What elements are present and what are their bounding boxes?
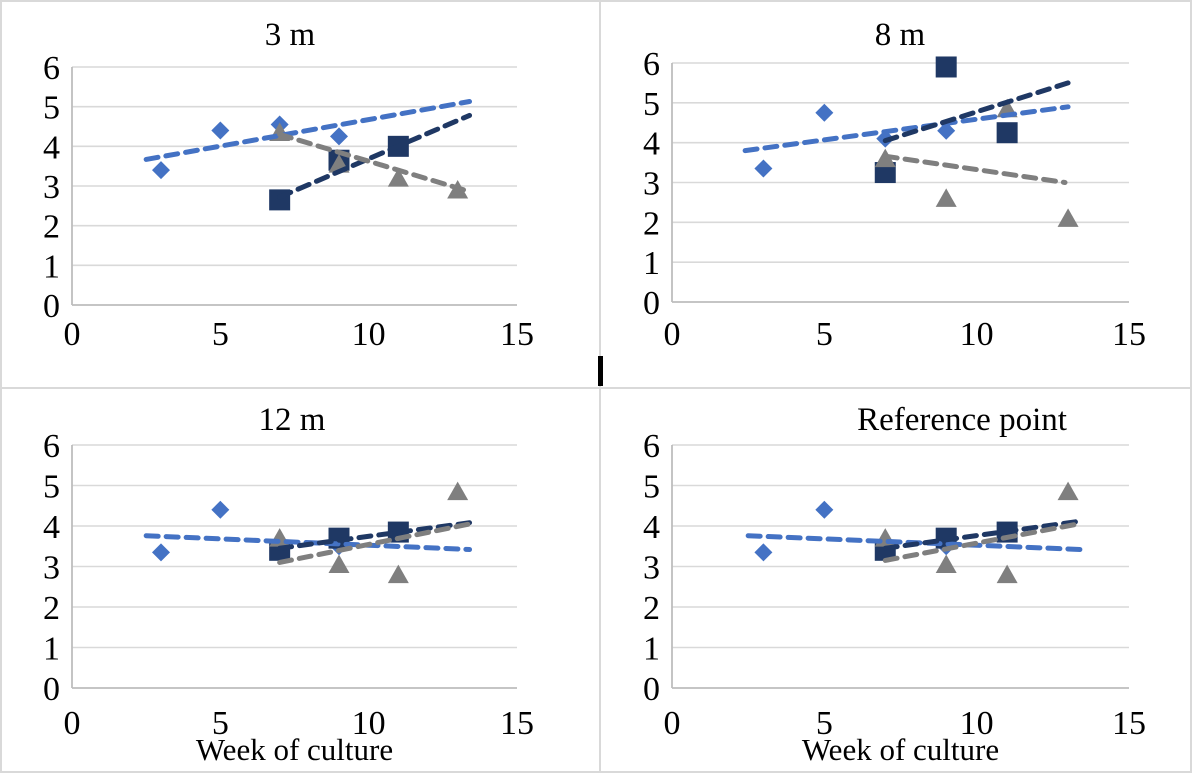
y-tick-label-2: 2 — [43, 209, 60, 246]
x-tick-label-10: 10 — [352, 316, 386, 353]
gray-triangle-marker — [387, 564, 409, 584]
blue-diamond-marker — [815, 500, 834, 519]
x-tick-label-5: 5 — [816, 316, 833, 353]
x-axis-title: Week of culture — [802, 732, 999, 767]
x-axis-title: Week of culture — [196, 732, 393, 767]
y-tick-label-4: 4 — [43, 129, 60, 166]
gray-triangle-marker — [996, 564, 1018, 584]
x-tick-label-0: 0 — [64, 705, 81, 742]
panel-divider-horizontal — [0, 387, 1192, 389]
gray-triangle-trendline — [882, 521, 1083, 563]
panel-8m: 0 1 2 3 4 5 6 0 5 10 15 8 m — [600, 0, 1200, 390]
gray-triangle-marker — [935, 188, 957, 207]
navy-square-marker — [996, 122, 1018, 144]
y-tick-label-1: 1 — [43, 248, 60, 285]
text-cursor-artifact — [598, 356, 603, 386]
gray-triangle-marker — [447, 481, 469, 501]
y-tick-label-0: 0 — [43, 288, 60, 325]
blue-diamond-marker — [754, 543, 773, 562]
y-tick-label-6: 6 — [643, 46, 660, 83]
y-tick-label-6: 6 — [43, 50, 60, 87]
navy-square-trendline — [882, 80, 1071, 144]
x-tick-label-5: 5 — [212, 705, 229, 742]
chart-title: 12 m — [259, 402, 326, 438]
y-tick-label-5: 5 — [643, 469, 660, 506]
panel-reference-point: 0 1 2 3 4 5 6 0 5 10 15 Reference point Week of cult… — [600, 388, 1200, 778]
gray-triangle-trendline — [882, 153, 1068, 185]
x-tick-label-5: 5 — [212, 316, 229, 353]
y-tick-label-5: 5 — [643, 86, 660, 123]
x-tick-label-10: 10 — [960, 705, 994, 742]
panel-12m: 0 1 2 3 4 5 6 0 5 10 15 12 m Week of culture — [0, 388, 600, 778]
y-tick-label-6: 6 — [43, 428, 60, 465]
chart-title: 3 m — [265, 17, 316, 53]
blue-diamond-marker — [754, 159, 773, 178]
gray-triangle-trendline — [277, 131, 473, 195]
blue-diamond-marker — [211, 500, 230, 519]
navy-square-marker — [935, 56, 957, 78]
gray-triangle-marker — [1057, 481, 1079, 501]
gray-triangle-marker — [935, 554, 957, 573]
gray-triangle-marker — [1057, 208, 1079, 227]
y-tick-label-3: 3 — [643, 550, 660, 587]
blue-diamond-marker — [815, 103, 834, 122]
y-tick-label-2: 2 — [643, 205, 660, 242]
y-tick-label-4: 4 — [43, 509, 60, 546]
x-tick-label-0: 0 — [664, 705, 681, 742]
blue-diamond-marker — [152, 161, 170, 180]
y-tick-label-6: 6 — [643, 428, 660, 465]
y-tick-label-1: 1 — [43, 631, 60, 668]
blue-diamond-trendline — [143, 99, 473, 162]
y-tick-label-0: 0 — [43, 671, 60, 708]
x-tick-label-5: 5 — [816, 705, 833, 742]
navy-square-trendline — [277, 112, 473, 200]
y-tick-label-3: 3 — [43, 169, 60, 206]
y-tick-label-3: 3 — [43, 550, 60, 587]
x-tick-label-15: 15 — [1112, 316, 1146, 353]
y-tick-label-2: 2 — [43, 590, 60, 627]
navy-square-trendline — [277, 520, 473, 551]
y-tick-label-5: 5 — [43, 90, 60, 127]
y-tick-label-0: 0 — [643, 285, 660, 322]
y-tick-label-0: 0 — [643, 671, 660, 708]
y-tick-label-1: 1 — [643, 245, 660, 282]
y-tick-label-1: 1 — [643, 631, 660, 668]
y-tick-label-4: 4 — [643, 126, 660, 163]
y-tick-label-3: 3 — [643, 166, 660, 203]
x-tick-label-0: 0 — [64, 316, 81, 353]
gray-triangle-marker — [387, 168, 409, 187]
gray-triangle-marker — [328, 554, 350, 573]
x-tick-label-10: 10 — [352, 705, 386, 742]
panel-3m: 0 1 2 3 4 5 6 0 5 10 15 3 m — [0, 0, 600, 390]
navy-square-trendline — [882, 518, 1083, 551]
x-tick-label-15: 15 — [500, 705, 534, 742]
y-tick-label-2: 2 — [643, 590, 660, 627]
blue-diamond-marker — [211, 121, 230, 140]
y-tick-label-5: 5 — [43, 469, 60, 506]
chart-title: 8 m — [875, 17, 926, 53]
blue-diamond-marker — [330, 127, 348, 146]
blue-diamond-trendline — [742, 104, 1071, 154]
chart-title: Reference point — [857, 402, 1067, 438]
navy-square-marker — [874, 162, 896, 184]
blue-diamond-marker — [937, 121, 956, 140]
x-tick-label-15: 15 — [1112, 705, 1146, 742]
y-tick-label-4: 4 — [643, 509, 660, 546]
x-tick-label-10: 10 — [960, 316, 994, 353]
gray-triangle-trendline — [277, 521, 473, 565]
x-tick-label-0: 0 — [664, 316, 681, 353]
x-tick-label-15: 15 — [500, 316, 534, 353]
blue-diamond-marker — [152, 543, 170, 562]
